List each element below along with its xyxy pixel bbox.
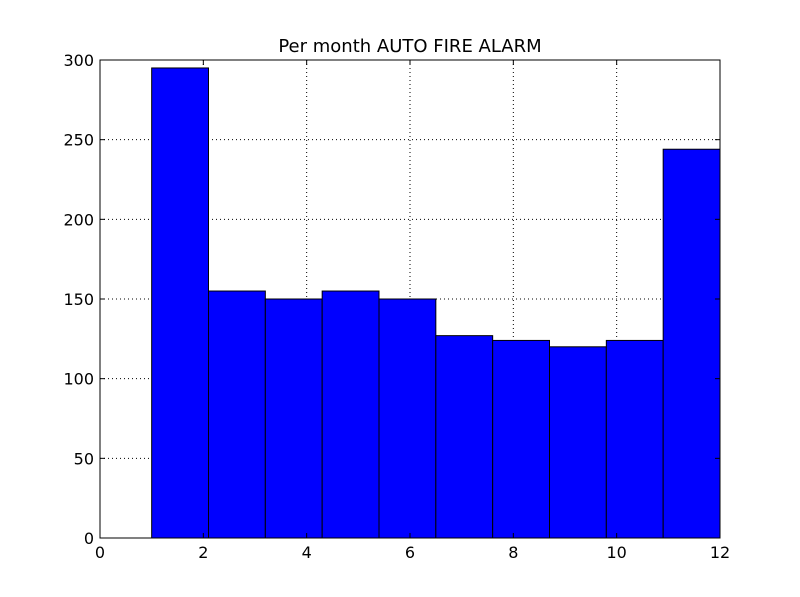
histogram-bar bbox=[605, 339, 664, 539]
histogram-bar bbox=[264, 298, 323, 539]
plot-frame bbox=[99, 59, 721, 539]
x-tick-label: 4 bbox=[302, 543, 312, 562]
histogram-bar bbox=[321, 290, 380, 539]
y-tick-label: 100 bbox=[63, 370, 94, 389]
y-tick-label: 150 bbox=[63, 290, 94, 309]
histogram-bar bbox=[208, 290, 266, 539]
x-tick-label: 2 bbox=[198, 543, 208, 562]
tick-labels: 0 2 4 6 8 10 12 0 50 100 150 200 250 300 bbox=[63, 51, 730, 562]
histogram-bar bbox=[378, 298, 437, 539]
bars bbox=[151, 67, 721, 539]
x-tick-label: 10 bbox=[606, 543, 626, 562]
histogram-bar bbox=[435, 335, 494, 539]
histogram-bar bbox=[492, 339, 550, 539]
histogram-bar bbox=[662, 148, 721, 539]
x-tick-label: 8 bbox=[508, 543, 518, 562]
y-tick-label: 300 bbox=[63, 51, 94, 70]
y-tick-label: 0 bbox=[84, 529, 94, 548]
x-tick-label: 12 bbox=[710, 543, 730, 562]
chart-title: Per month AUTO FIRE ALARM bbox=[278, 36, 541, 57]
histogram-bar bbox=[549, 346, 607, 539]
x-tick-label: 0 bbox=[95, 543, 105, 562]
y-tick-label: 200 bbox=[63, 210, 94, 229]
histogram-bar bbox=[151, 67, 210, 539]
x-tick-label: 6 bbox=[405, 543, 415, 562]
y-tick-label: 250 bbox=[63, 131, 94, 150]
y-tick-label: 50 bbox=[74, 449, 94, 468]
